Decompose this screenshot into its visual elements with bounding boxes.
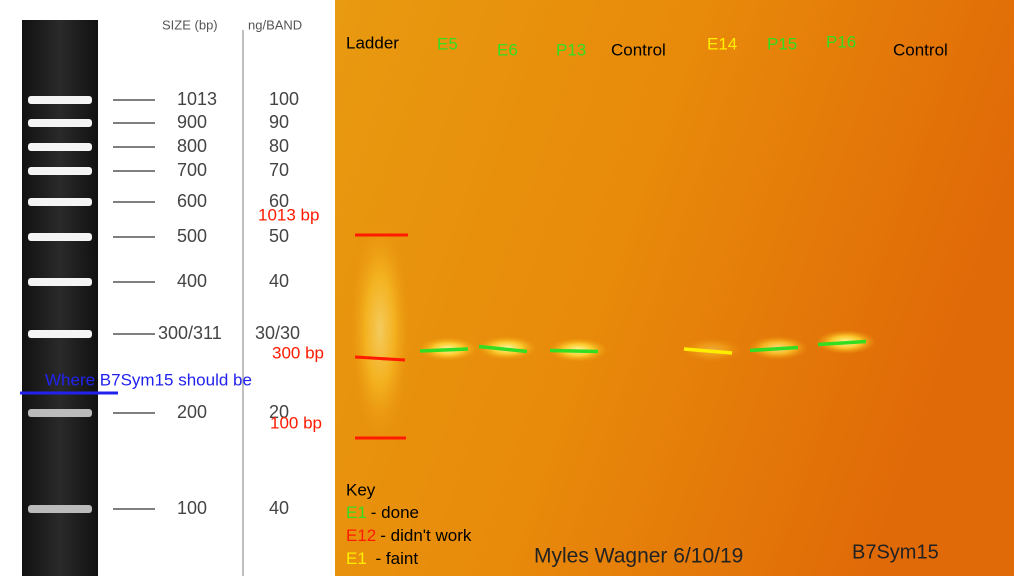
size-label: 100 xyxy=(177,498,207,518)
ng-label: 60 xyxy=(269,191,289,211)
key-item: E1- done xyxy=(346,503,419,522)
ng-label: 90 xyxy=(269,112,289,132)
ng-label: 40 xyxy=(269,498,289,518)
ng-label: 50 xyxy=(269,226,289,246)
lane-label: E6 xyxy=(497,40,518,59)
ladder-band xyxy=(28,330,92,338)
marker-label: 300 bp xyxy=(272,343,324,362)
ladder-band xyxy=(28,409,92,417)
ladder-band xyxy=(28,198,92,206)
band-mark xyxy=(683,347,733,355)
lane-label: E5 xyxy=(437,34,458,53)
key-item: E12- didn't work xyxy=(346,526,472,545)
gel-panel xyxy=(335,0,1014,576)
lane-label: P13 xyxy=(556,40,586,59)
size-label: 700 xyxy=(177,160,207,180)
size-header: SIZE (bp) xyxy=(162,17,218,32)
ng-label: 20 xyxy=(269,402,289,422)
lane-label: Ladder xyxy=(346,33,399,52)
ladder-band xyxy=(28,167,92,175)
ng-header: ng/BAND xyxy=(248,17,302,32)
lane-label: Control xyxy=(611,40,666,59)
size-label: 300/311 xyxy=(158,323,222,343)
marker-line xyxy=(354,355,406,362)
ladder-band xyxy=(28,143,92,151)
ladder-band xyxy=(28,505,92,513)
ng-label: 80 xyxy=(269,136,289,156)
ng-label: 70 xyxy=(269,160,289,180)
band-mark xyxy=(749,345,799,353)
key-code: E1 xyxy=(346,503,367,522)
key-text: - didn't work xyxy=(380,526,472,545)
key-item: E1 - faint xyxy=(346,549,418,568)
band-mark xyxy=(817,339,867,347)
size-label: 800 xyxy=(177,136,207,156)
size-label: 400 xyxy=(177,271,207,291)
ladder-smear xyxy=(350,220,410,440)
key-code: E1 xyxy=(346,549,367,568)
ng-label: 100 xyxy=(269,89,299,109)
ladder-band xyxy=(28,96,92,104)
key-text: - faint xyxy=(371,549,419,568)
author: Myles Wagner 6/10/19 xyxy=(534,545,743,568)
annotation: Where B7Sym15 should be xyxy=(45,370,252,389)
marker-label: 100 bp xyxy=(270,413,322,432)
size-label: 200 xyxy=(177,402,207,422)
sample: B7Sym15 xyxy=(852,541,939,563)
size-label: 1013 xyxy=(177,89,217,109)
lane-label: P16 xyxy=(826,32,856,51)
ng-label: 40 xyxy=(269,271,289,291)
key-text: - done xyxy=(371,503,419,522)
ladder-column xyxy=(22,20,98,576)
size-label: 500 xyxy=(177,226,207,246)
key-title: Key xyxy=(346,480,376,499)
lane-label: P15 xyxy=(767,34,797,53)
band-mark xyxy=(419,347,469,353)
key-code: E12 xyxy=(346,526,376,545)
size-label: 900 xyxy=(177,112,207,132)
ladder-band xyxy=(28,233,92,241)
ladder-band xyxy=(28,119,92,127)
band-mark xyxy=(549,348,599,354)
marker-label: 1013 bp xyxy=(258,205,319,224)
band-mark xyxy=(478,344,528,354)
lane-label: E14 xyxy=(707,34,737,53)
lane-label: Control xyxy=(893,40,948,59)
ladder-band xyxy=(28,278,92,286)
size-label: 600 xyxy=(177,191,207,211)
ng-label: 30/30 xyxy=(255,323,300,343)
